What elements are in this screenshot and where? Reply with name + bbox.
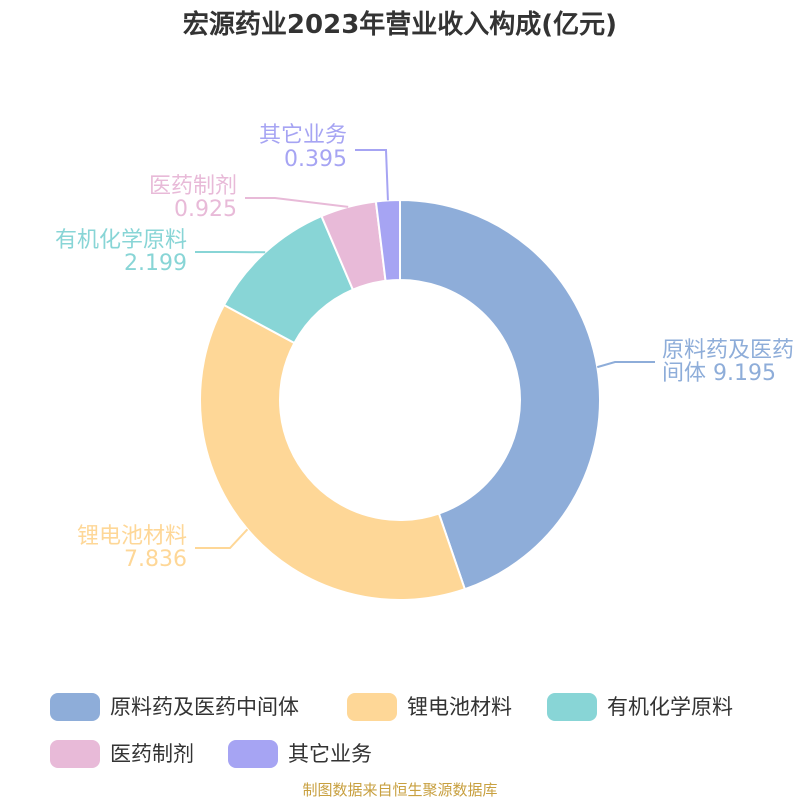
slice-value-label: 7.836 <box>124 547 187 572</box>
legend-label: 其它业务 <box>288 742 372 766</box>
leader-line <box>355 149 389 201</box>
legend-swatch <box>50 693 100 721</box>
legend-swatch <box>228 740 278 768</box>
legend-item[interactable]: 有机化学原料 <box>547 693 733 721</box>
slice-label: 锂电池材料 <box>77 524 187 549</box>
slice-label: 其它业务 <box>259 123 347 148</box>
donut-slice <box>399 198 601 591</box>
legend-swatch <box>547 693 597 721</box>
donut-slices <box>199 198 601 601</box>
leader-line <box>195 528 249 549</box>
legend-label: 医药制剂 <box>110 742 194 766</box>
slice-label: 医药制剂 <box>149 174 237 199</box>
legend-item[interactable]: 锂电池材料 <box>347 693 512 721</box>
donut-slice <box>374 198 401 282</box>
legend-label: 锂电池材料 <box>407 695 512 719</box>
slice-value-label: 0.395 <box>284 147 347 172</box>
donut-slice <box>199 303 467 601</box>
legend-label: 有机化学原料 <box>607 695 733 719</box>
legend-item[interactable]: 原料药及医药中间体 <box>50 693 299 721</box>
slice-label: 原料药及医药 <box>662 338 794 363</box>
slice-label: 有机化学原料 <box>55 228 187 253</box>
leader-line <box>245 197 349 208</box>
chart-title: 宏源药业2023年营业收入构成(亿元) <box>183 9 617 40</box>
source-note: 制图数据来自恒生聚源数据库 <box>302 781 497 799</box>
slice-value-label: 0.925 <box>174 197 237 222</box>
legend-label: 原料药及医药中间体 <box>110 695 299 719</box>
legend-swatch <box>50 740 100 768</box>
slice-value-label: 2.199 <box>124 251 187 276</box>
legend-item[interactable]: 医药制剂 <box>50 740 194 768</box>
leader-line <box>597 361 655 369</box>
slice-leader-lines <box>195 149 655 549</box>
slice-value-label: 间体 9.195 <box>662 361 776 386</box>
legend-item[interactable]: 其它业务 <box>228 740 372 768</box>
legend-swatch <box>347 693 397 721</box>
